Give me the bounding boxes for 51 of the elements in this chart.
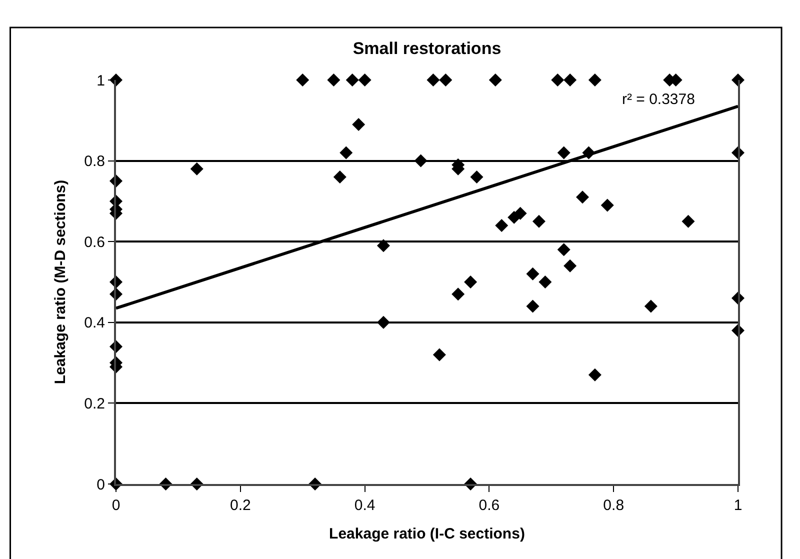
point (564, 74, 577, 86)
point (551, 74, 564, 86)
chart-title: Small restorations (352, 38, 502, 58)
point (644, 300, 658, 313)
point (588, 74, 602, 86)
point (564, 259, 577, 272)
point (333, 170, 346, 184)
y-axis-title: Leakage ratio (M-D sections) (52, 180, 69, 384)
point (538, 276, 552, 288)
point (464, 276, 478, 288)
y-tick-label: 0.8 (84, 153, 105, 170)
point (426, 74, 440, 86)
point (588, 368, 602, 382)
point (532, 214, 546, 228)
point (296, 74, 310, 86)
point (557, 146, 570, 160)
point (452, 288, 465, 301)
point (358, 74, 372, 86)
x-axis-title: Leakage ratio (I-C sections) (329, 526, 525, 542)
y-tick-label: 0.6 (84, 234, 105, 251)
x-tick-label: 1 (734, 497, 742, 514)
point (340, 146, 353, 160)
point (327, 74, 340, 86)
point (514, 206, 527, 220)
point (600, 198, 614, 212)
point (557, 243, 570, 256)
point (376, 316, 390, 329)
point (190, 162, 204, 176)
y-tick-label: 0.4 (84, 314, 105, 332)
point (376, 239, 390, 252)
point (576, 190, 589, 204)
point (682, 214, 695, 228)
x-tick-label: 0.2 (230, 497, 251, 514)
x-tick-label: 0.8 (603, 497, 624, 514)
y-tick-label: 0 (96, 476, 105, 494)
point (526, 300, 540, 313)
point (488, 74, 502, 86)
point (352, 118, 366, 131)
point (495, 218, 508, 232)
x-tick-label: 0.4 (354, 497, 376, 514)
point (346, 74, 359, 86)
x-tick-label: 0 (112, 497, 120, 514)
annotation: r² = 0.3378 (622, 91, 695, 108)
y-tick-label: 0.2 (84, 395, 105, 412)
y-tick-label: 1 (96, 72, 105, 90)
point (414, 154, 428, 168)
point (439, 74, 452, 86)
point (432, 348, 446, 362)
x-tick-label: 0.6 (478, 497, 500, 514)
point (526, 267, 540, 280)
point (470, 170, 484, 184)
